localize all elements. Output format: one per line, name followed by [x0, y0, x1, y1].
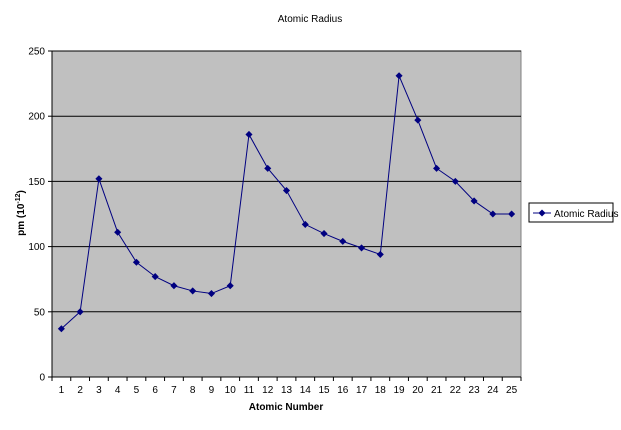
- data-point: [114, 228, 122, 236]
- data-point: [57, 325, 65, 333]
- data-point: [339, 237, 347, 245]
- data-point: [489, 210, 497, 218]
- data-point: [170, 282, 178, 290]
- data-point: [76, 308, 84, 316]
- data-point: [376, 250, 384, 258]
- x-tick-label: 15: [318, 385, 330, 396]
- x-axis-title: Atomic Number: [249, 402, 324, 413]
- data-point: [433, 164, 441, 172]
- x-tick-label: 4: [115, 385, 121, 396]
- plot-background: [51, 50, 522, 378]
- x-tick-label: 23: [469, 385, 481, 396]
- y-tick-label: 0: [39, 373, 45, 384]
- data-point: [358, 244, 366, 252]
- data-point: [301, 220, 309, 228]
- y-axis-title-suffix: ): [16, 190, 27, 193]
- x-tick-label: 25: [506, 385, 518, 396]
- x-tick-label: 7: [171, 385, 177, 396]
- x-tick-label: 18: [375, 385, 387, 396]
- x-tick-label: 9: [209, 385, 215, 396]
- data-point: [245, 130, 253, 138]
- x-tick-label: 11: [244, 385, 255, 396]
- legend-marker: [538, 209, 546, 217]
- data-point: [508, 210, 516, 218]
- x-tick-label: 13: [281, 385, 293, 396]
- data-point: [151, 273, 159, 281]
- x-tick-label: 22: [450, 385, 462, 396]
- x-tick-label: 8: [190, 385, 196, 396]
- x-tick-label: 6: [152, 385, 158, 396]
- data-point: [226, 282, 234, 290]
- y-tick-label: 50: [34, 307, 46, 318]
- y-tick-label: 100: [28, 242, 45, 253]
- data-point: [320, 230, 328, 238]
- x-tick-label: 16: [337, 385, 349, 396]
- data-point: [95, 175, 103, 183]
- x-tick-label: 19: [393, 385, 405, 396]
- data-point: [207, 290, 215, 298]
- data-point: [395, 72, 403, 80]
- legend: Atomic Radius: [528, 202, 618, 223]
- legend-box: [528, 202, 614, 223]
- data-point: [414, 116, 422, 124]
- data-point: [132, 258, 140, 266]
- y-tick-label: 150: [28, 177, 45, 188]
- y-tick-label: 250: [28, 47, 45, 58]
- x-tick-label: 1: [59, 385, 65, 396]
- y-axis-title-exponent: -12: [15, 193, 22, 203]
- y-axis-title-group: pm (10-12): [15, 190, 27, 236]
- legend-label: Atomic Radius: [554, 209, 618, 220]
- x-tick-label: 5: [134, 385, 140, 396]
- data-point: [470, 197, 478, 205]
- x-tick-label: 10: [225, 385, 237, 396]
- chart-title: Atomic Radius: [278, 14, 342, 25]
- x-tick-label: 2: [77, 385, 83, 396]
- data-point: [451, 177, 459, 185]
- x-tick-label: 17: [356, 385, 368, 396]
- y-axis-title-text: pm (10: [16, 203, 27, 236]
- x-tick-label: 20: [412, 385, 424, 396]
- x-tick-label: 14: [300, 385, 312, 396]
- y-axis-title: pm (10-12): [15, 190, 27, 236]
- data-point: [264, 164, 272, 172]
- x-tick-label: 21: [431, 385, 443, 396]
- data-point: [282, 186, 291, 195]
- x-tick-label: 12: [262, 385, 274, 396]
- y-tick-label: 200: [28, 112, 45, 123]
- data-point: [189, 287, 197, 295]
- x-tick-label: 3: [96, 385, 102, 396]
- x-tick-label: 24: [487, 385, 499, 396]
